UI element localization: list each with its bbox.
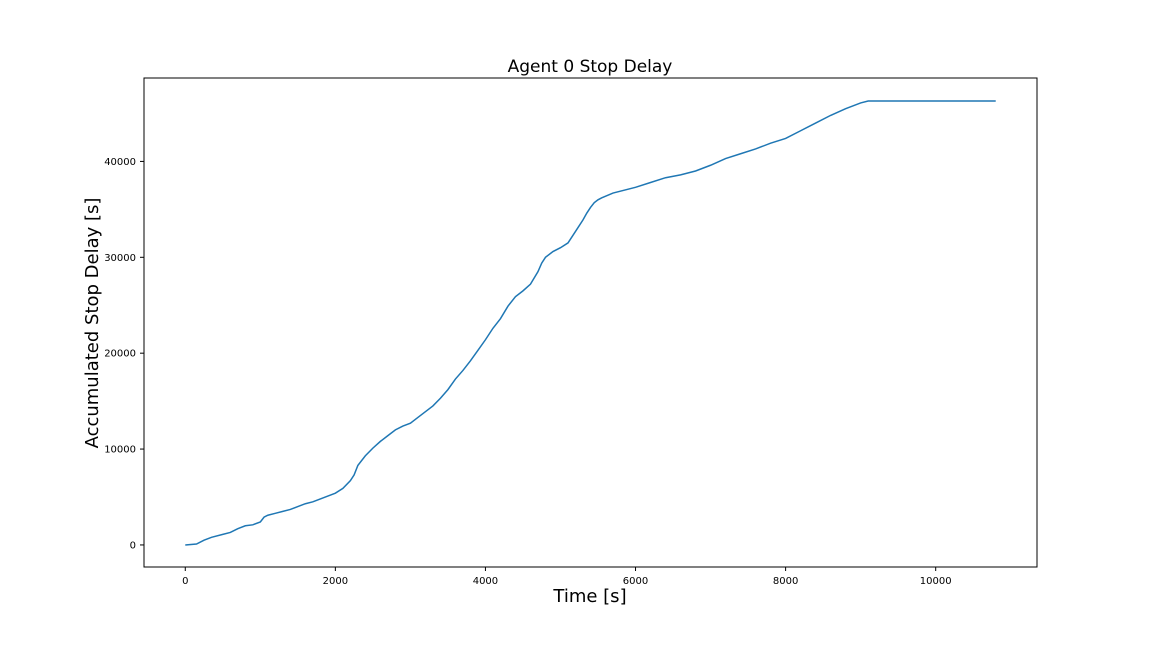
y-axis-title: Accumulated Stop Delay [s] bbox=[82, 198, 103, 449]
x-tick-label: 2000 bbox=[323, 576, 348, 587]
x-tick-label: 4000 bbox=[473, 576, 498, 587]
y-axis-ticks: 0 10000 20000 30000 40000 bbox=[104, 157, 144, 551]
x-tick-label: 8000 bbox=[773, 576, 798, 587]
chart-title: Agent 0 Stop Delay bbox=[508, 57, 673, 77]
y-tick-label: 0 bbox=[130, 540, 136, 551]
y-tick-label: 40000 bbox=[104, 157, 136, 168]
x-tick-label: 10000 bbox=[920, 576, 952, 587]
x-axis-ticks: 0 2000 4000 6000 8000 10000 bbox=[182, 567, 952, 587]
plot-area bbox=[143, 77, 1038, 568]
series-line-agent-0 bbox=[185, 100, 996, 546]
y-tick-label: 20000 bbox=[104, 349, 136, 360]
x-axis-title: Time [s] bbox=[552, 586, 626, 607]
x-tick-label: 6000 bbox=[623, 576, 648, 587]
y-tick-label: 10000 bbox=[104, 445, 136, 456]
y-tick-label: 30000 bbox=[104, 253, 136, 264]
x-tick-label: 0 bbox=[182, 576, 188, 587]
